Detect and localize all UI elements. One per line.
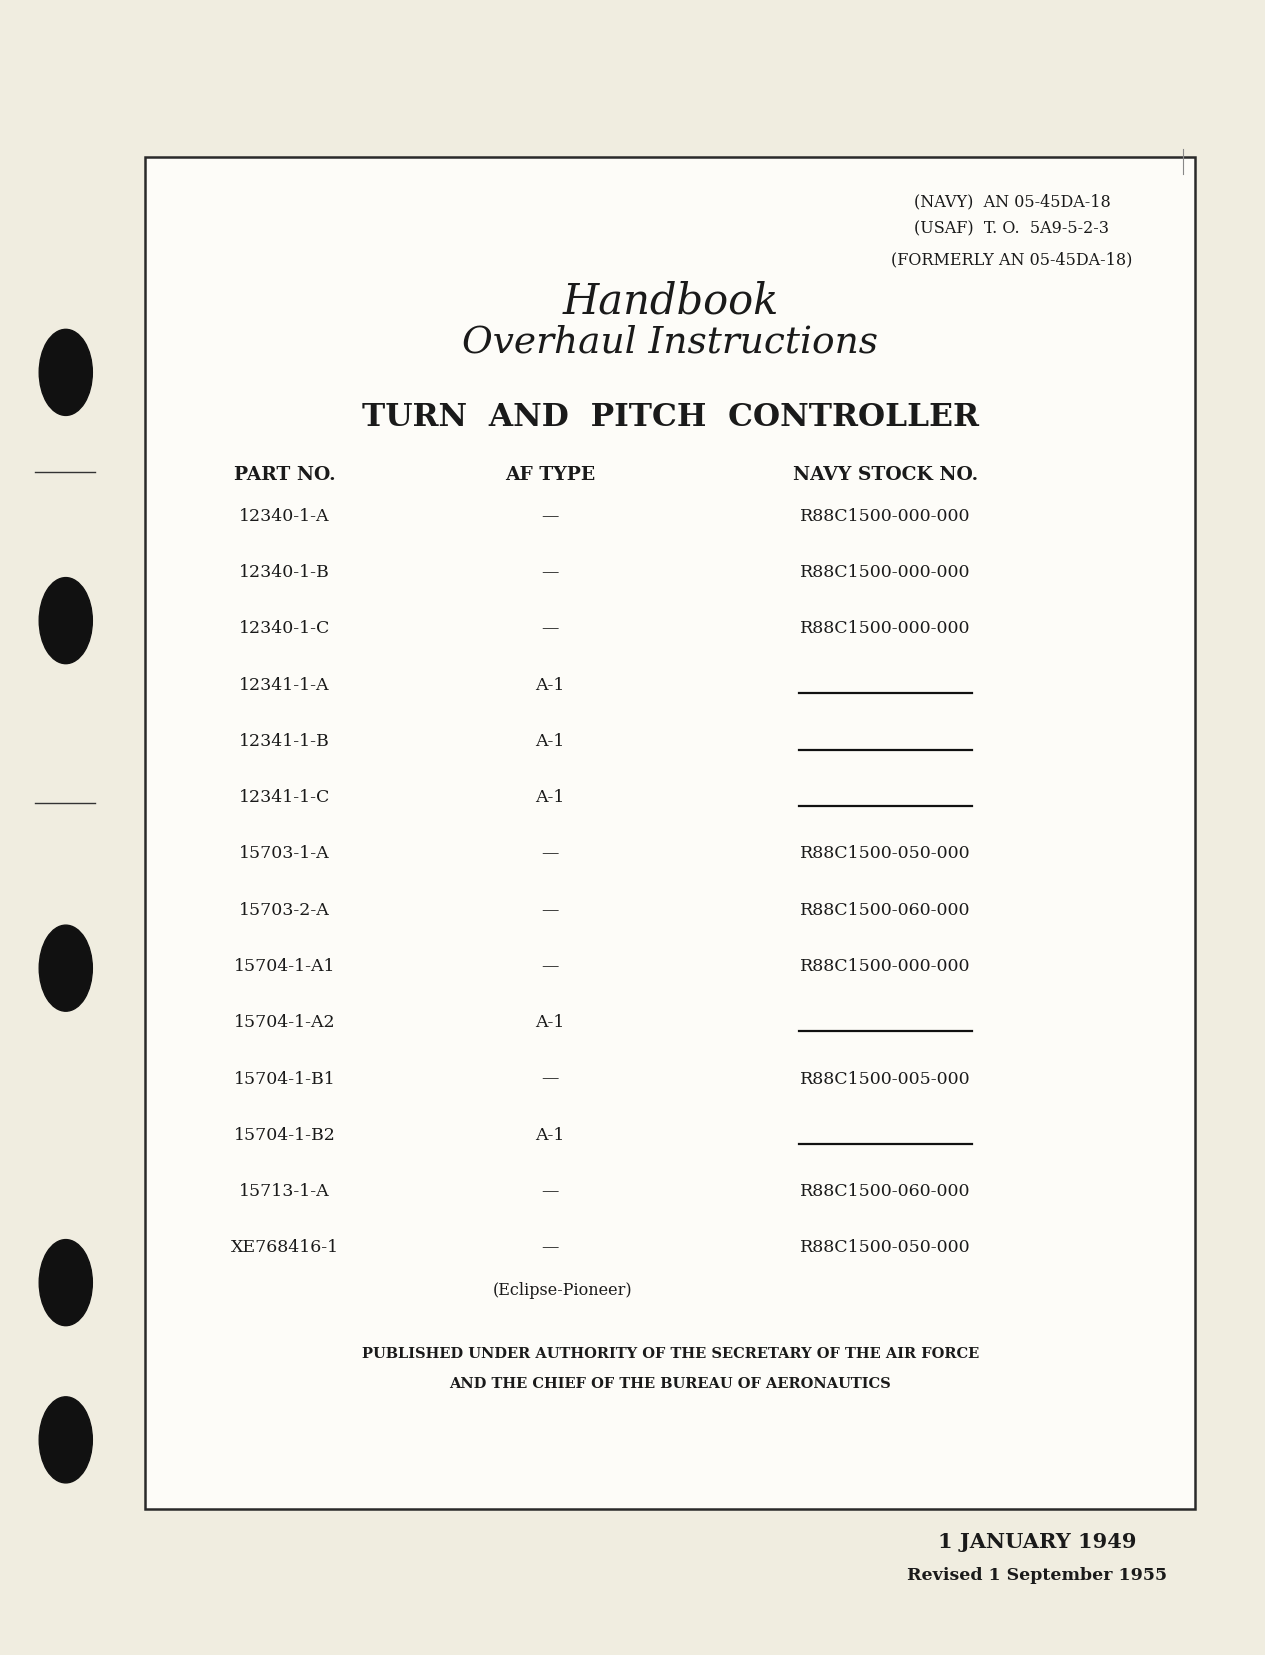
Text: (USAF)  T. O.  5A9-5-2-3: (USAF) T. O. 5A9-5-2-3 [915,220,1109,237]
Ellipse shape [39,329,92,415]
Text: 15704-1-B2: 15704-1-B2 [234,1127,335,1144]
Text: —: — [541,846,559,862]
Text: (FORMERLY AN 05-45DA-18): (FORMERLY AN 05-45DA-18) [892,252,1132,268]
Text: 12340-1-A: 12340-1-A [239,508,330,525]
Text: R88C1500-060-000: R88C1500-060-000 [801,1183,970,1200]
Text: A-1: A-1 [535,1015,565,1031]
Text: —: — [541,508,559,525]
Text: (Eclipse-Pioneer): (Eclipse-Pioneer) [493,1283,632,1299]
Text: 1 JANUARY 1949: 1 JANUARY 1949 [939,1533,1136,1552]
Text: R88C1500-060-000: R88C1500-060-000 [801,902,970,919]
Text: R88C1500-000-000: R88C1500-000-000 [801,958,970,975]
Text: 12341-1-C: 12341-1-C [239,789,330,806]
Text: 12340-1-B: 12340-1-B [239,564,330,581]
Text: 12341-1-B: 12341-1-B [239,733,330,750]
Text: PUBLISHED UNDER AUTHORITY OF THE SECRETARY OF THE AIR FORCE: PUBLISHED UNDER AUTHORITY OF THE SECRETA… [362,1347,979,1360]
Text: R88C1500-000-000: R88C1500-000-000 [801,508,970,525]
Text: —: — [541,958,559,975]
Text: AND THE CHIEF OF THE BUREAU OF AERONAUTICS: AND THE CHIEF OF THE BUREAU OF AERONAUTI… [449,1377,892,1390]
Text: 12340-1-C: 12340-1-C [239,621,330,637]
FancyBboxPatch shape [145,157,1195,1509]
Text: TURN  AND  PITCH  CONTROLLER: TURN AND PITCH CONTROLLER [362,402,979,432]
Text: R88C1500-050-000: R88C1500-050-000 [801,846,970,862]
Text: XE768416-1: XE768416-1 [230,1240,339,1256]
Text: 15704-1-B1: 15704-1-B1 [234,1071,335,1087]
Text: Handbook: Handbook [562,280,779,323]
Text: R88C1500-000-000: R88C1500-000-000 [801,621,970,637]
Text: 15704-1-A2: 15704-1-A2 [234,1015,335,1031]
Text: AF TYPE: AF TYPE [505,467,596,483]
Text: R88C1500-000-000: R88C1500-000-000 [801,564,970,581]
Text: —: — [541,1183,559,1200]
Text: A-1: A-1 [535,677,565,693]
Text: 12341-1-A: 12341-1-A [239,677,330,693]
Text: A-1: A-1 [535,1127,565,1144]
Ellipse shape [39,925,92,1011]
Text: 15703-1-A: 15703-1-A [239,846,330,862]
Text: 15703-2-A: 15703-2-A [239,902,330,919]
Ellipse shape [39,578,92,664]
Text: (NAVY)  AN 05-45DA-18: (NAVY) AN 05-45DA-18 [913,194,1111,210]
Text: PART NO.: PART NO. [234,467,335,483]
Text: —: — [541,564,559,581]
Text: NAVY STOCK NO.: NAVY STOCK NO. [793,467,978,483]
Text: A-1: A-1 [535,789,565,806]
Text: —: — [541,1071,559,1087]
Text: A-1: A-1 [535,733,565,750]
Text: —: — [541,1240,559,1256]
Text: Overhaul Instructions: Overhaul Instructions [463,324,878,361]
Text: —: — [541,621,559,637]
Text: Revised 1 September 1955: Revised 1 September 1955 [907,1567,1168,1584]
Ellipse shape [39,1397,92,1483]
Text: 15704-1-A1: 15704-1-A1 [234,958,335,975]
Text: 15713-1-A: 15713-1-A [239,1183,330,1200]
Ellipse shape [39,1240,92,1326]
Text: R88C1500-005-000: R88C1500-005-000 [801,1071,970,1087]
Text: —: — [541,902,559,919]
Text: R88C1500-050-000: R88C1500-050-000 [801,1240,970,1256]
